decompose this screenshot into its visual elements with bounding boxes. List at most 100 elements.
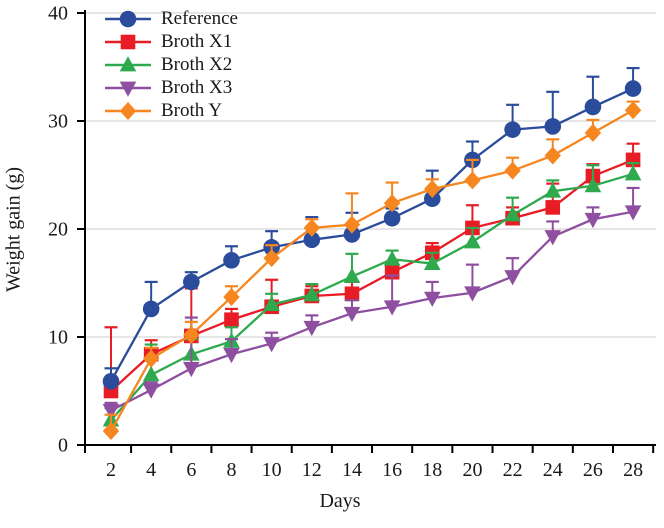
data-point-reference	[223, 252, 240, 269]
data-point-broth-x3	[142, 383, 160, 399]
legend-label: Broth Y	[161, 99, 223, 121]
data-point-reference	[102, 372, 120, 390]
x-tick-label: 16	[382, 459, 402, 481]
data-point-reference	[183, 273, 200, 291]
data-point-broth-x2	[303, 286, 321, 302]
gridlines	[85, 12, 656, 338]
data-point-broth-x2	[584, 177, 602, 193]
data-point-reference	[544, 118, 562, 135]
x-tick-label: 10	[262, 459, 282, 481]
data-point-broth-x3	[624, 205, 642, 221]
data-point-broth-y	[584, 123, 602, 142]
data-point-reference	[504, 121, 521, 138]
data-point-broth-x3	[544, 230, 562, 246]
y-tick-label: 30	[48, 111, 68, 133]
legend-label: Reference	[161, 7, 238, 29]
x-tick-label: 18	[422, 459, 442, 481]
data-point-broth-x2	[263, 295, 280, 311]
x-tick-label: 14	[342, 459, 362, 481]
data-point-broth-x2	[544, 182, 562, 198]
series-broth-y	[102, 100, 642, 440]
data-point-broth-y	[183, 325, 200, 344]
data-point-broth-y	[142, 349, 160, 368]
data-point-broth-y	[624, 101, 642, 120]
x-tick-label: 22	[503, 459, 523, 481]
data-point-broth-x3	[383, 300, 401, 316]
x-tick-label: 4	[146, 459, 156, 481]
legend-item-reference: Reference	[104, 7, 238, 30]
x-tick-label: 26	[583, 459, 603, 481]
data-point-broth-y	[544, 146, 561, 165]
data-point-broth-y	[263, 249, 280, 268]
data-point-broth-x3	[584, 212, 602, 229]
y-tick-label: 40	[48, 3, 68, 25]
legend-marker-icon	[105, 10, 151, 27]
x-tick-label: 6	[186, 459, 196, 481]
data-point-broth-x2	[383, 250, 401, 266]
data-point-reference	[584, 98, 602, 116]
data-point-broth-x3	[263, 337, 280, 353]
legend-marker-icon	[105, 34, 151, 49]
data-point-reference	[383, 209, 401, 227]
x-tick-label: 2	[106, 459, 116, 481]
legend-marker	[120, 34, 136, 49]
data-point-broth-x1	[344, 286, 360, 302]
legend-marker	[119, 55, 137, 71]
data-point-broth-x1	[545, 200, 561, 215]
data-point-broth-x3	[183, 361, 200, 378]
legend-marker	[119, 81, 137, 97]
y-tick-label: 20	[48, 219, 68, 241]
legend-item-broth-x2: Broth X2	[104, 53, 238, 76]
legend-marker	[119, 10, 137, 27]
data-point-broth-y	[464, 171, 481, 190]
x-tick-label: 20	[462, 459, 482, 481]
data-point-broth-y	[102, 421, 120, 440]
data-point-reference	[624, 80, 642, 97]
legend-marker-icon	[105, 81, 151, 97]
data-point-reference	[423, 190, 441, 208]
x-axis-title: Days	[319, 490, 361, 512]
data-point-broth-x3	[464, 286, 481, 302]
data-point-reference	[303, 231, 321, 249]
series-broth-x3	[102, 186, 642, 420]
data-point-broth-x2	[464, 233, 481, 249]
data-point-broth-x2	[343, 267, 361, 283]
legend-label: Broth X3	[161, 76, 233, 98]
data-point-broth-x3	[102, 404, 120, 420]
legend: Reference Broth X1 Broth X2 Broth X3 Broth Y	[104, 7, 238, 122]
data-point-broth-y	[223, 288, 240, 307]
data-point-broth-y	[303, 218, 320, 237]
data-point-broth-x3	[223, 347, 240, 364]
series-line	[109, 109, 634, 432]
data-point-broth-x3	[343, 306, 361, 323]
data-point-broth-x1	[224, 312, 239, 328]
data-point-broth-y	[383, 194, 401, 213]
legend-item-broth-y: Broth Y	[104, 99, 238, 122]
y-tick-label: 10	[48, 327, 68, 349]
legend-marker-icon	[105, 55, 151, 71]
data-point-broth-x3	[504, 270, 521, 286]
data-point-reference	[142, 300, 160, 318]
series-line	[110, 210, 634, 412]
data-point-reference	[343, 226, 361, 243]
data-point-broth-x2	[423, 254, 441, 270]
x-tick-label: 12	[302, 459, 322, 481]
data-point-broth-x2	[142, 366, 160, 382]
legend-label: Broth X2	[161, 53, 233, 75]
data-point-broth-x3	[303, 320, 321, 337]
legend-label: Broth X1	[161, 30, 233, 52]
data-point-broth-y	[504, 161, 521, 180]
legend-marker	[119, 101, 137, 120]
data-point-broth-x3	[423, 291, 441, 307]
data-point-broth-x2	[624, 165, 642, 181]
data-point-broth-y	[343, 215, 361, 234]
y-axis-title: Weight gain (g)	[2, 166, 25, 293]
x-tick-label: 28	[623, 459, 643, 481]
axes	[77, 10, 656, 453]
legend-item-broth-x3: Broth X3	[104, 76, 238, 99]
x-tick-label: 24	[543, 459, 563, 481]
legend-item-broth-x1: Broth X1	[104, 30, 238, 53]
data-point-broth-x2	[504, 206, 521, 222]
